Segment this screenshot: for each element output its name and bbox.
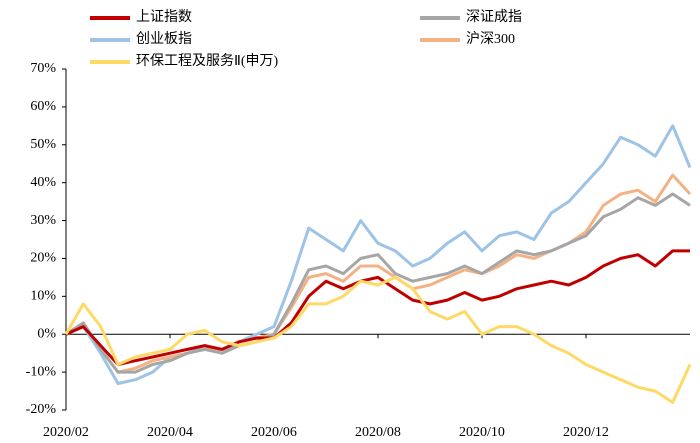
legend-label: 沪深300 [466, 31, 515, 47]
series-line [64, 275, 692, 404]
x-tick-label: 2020/08 [355, 425, 401, 440]
series-line [65, 173, 692, 374]
series-line [65, 249, 690, 366]
y-tick-label: 50% [30, 137, 56, 152]
y-tick-label: 10% [30, 289, 56, 304]
legend-label: 上证指数 [136, 9, 192, 25]
legend-label: 环保工程及服务Ⅱ(申万) [136, 53, 279, 69]
series-line [65, 192, 691, 374]
y-tick-label: 60% [30, 99, 56, 114]
x-tick-label: 2020/04 [147, 425, 193, 440]
y-tick-label: -10% [26, 364, 57, 379]
legend-label: 创业板指 [136, 31, 192, 47]
y-tick-label: 0% [37, 326, 56, 341]
y-tick-label: -20% [26, 402, 57, 417]
x-tick-label: 2020/10 [459, 425, 505, 440]
y-tick-label: 40% [30, 175, 56, 190]
x-tick-label: 2020/06 [251, 425, 297, 440]
y-tick-label: 20% [30, 251, 56, 266]
legend-label: 深证成指 [466, 9, 522, 25]
y-tick-label: 70% [30, 61, 56, 76]
x-tick-label: 2020/12 [563, 425, 609, 440]
x-tick-label: 2020/02 [43, 425, 89, 440]
y-tick-label: 30% [30, 213, 56, 228]
